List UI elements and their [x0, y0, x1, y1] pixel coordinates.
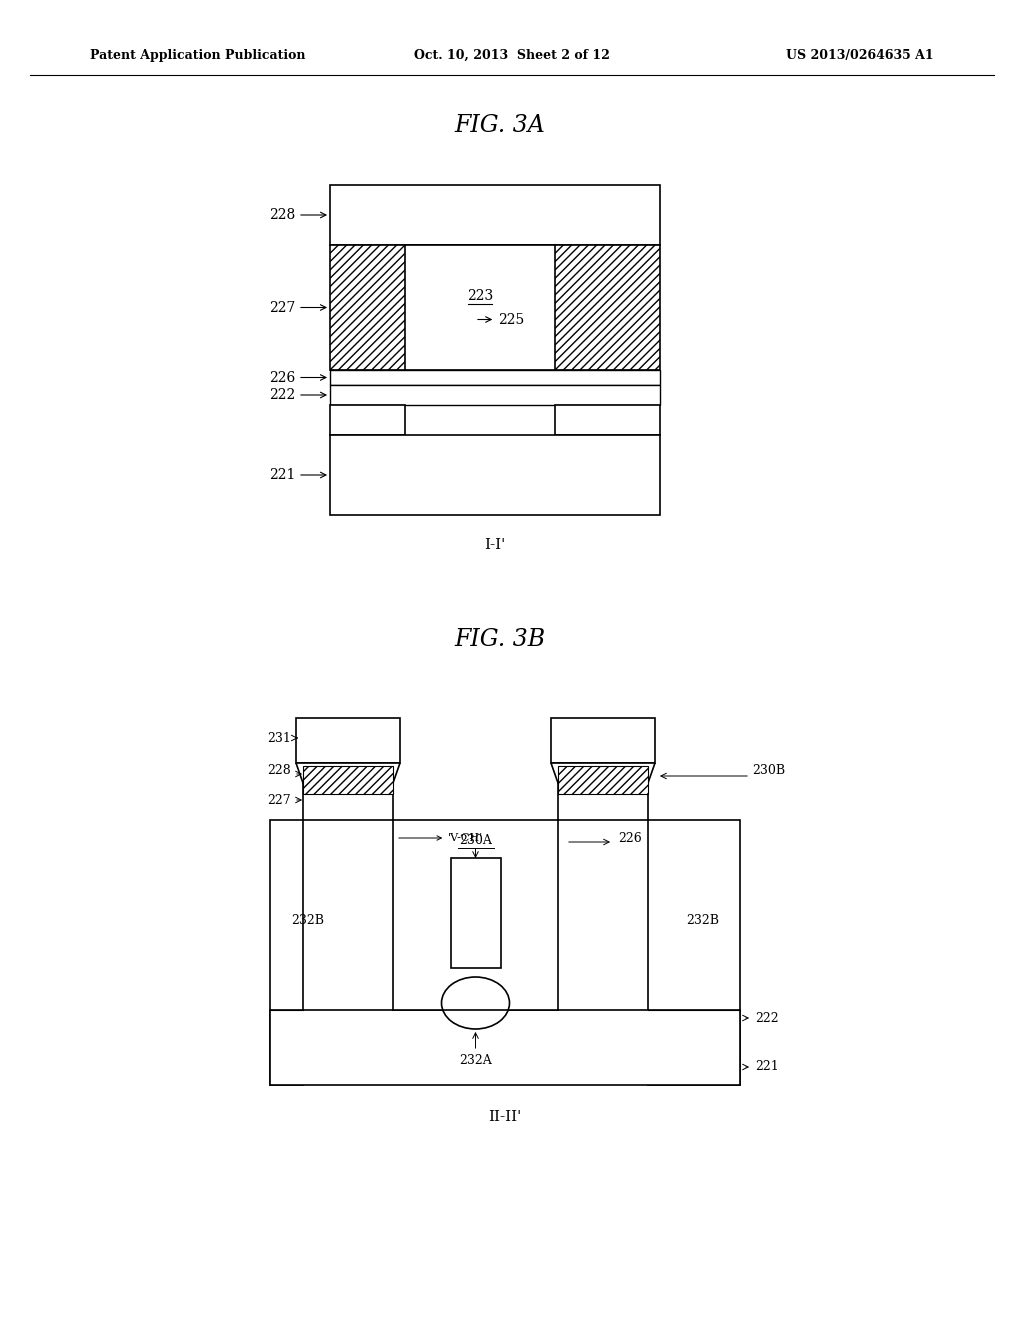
- Text: 226: 226: [268, 371, 295, 384]
- Text: 231: 231: [267, 731, 291, 744]
- Text: FIG. 3B: FIG. 3B: [455, 628, 546, 652]
- Bar: [330, 370, 660, 385]
- Bar: [558, 766, 648, 795]
- Text: 232B: 232B: [292, 913, 325, 927]
- Text: Patent Application Publication: Patent Application Publication: [90, 49, 305, 62]
- Text: 221: 221: [268, 469, 295, 482]
- Text: 227: 227: [267, 793, 291, 807]
- Text: 221: 221: [755, 1060, 778, 1073]
- Bar: [451, 858, 501, 968]
- Text: 222: 222: [755, 1011, 778, 1024]
- Text: Oct. 10, 2013  Sheet 2 of 12: Oct. 10, 2013 Sheet 2 of 12: [414, 49, 610, 62]
- Text: 227: 227: [268, 301, 295, 314]
- Bar: [330, 405, 406, 436]
- Bar: [555, 405, 660, 436]
- Bar: [270, 1010, 740, 1085]
- Polygon shape: [296, 763, 400, 783]
- Bar: [330, 185, 660, 246]
- Bar: [551, 718, 655, 763]
- Text: 232B: 232B: [686, 913, 720, 927]
- Bar: [558, 763, 648, 820]
- Text: 228: 228: [268, 209, 295, 222]
- Text: 230A: 230A: [459, 833, 492, 846]
- Text: 225: 225: [478, 313, 524, 326]
- Text: II-II': II-II': [488, 1110, 521, 1125]
- Text: 228: 228: [267, 764, 291, 777]
- Bar: [330, 246, 660, 370]
- Ellipse shape: [441, 977, 510, 1030]
- Bar: [330, 385, 660, 405]
- Bar: [303, 763, 393, 820]
- Text: FIG. 3A: FIG. 3A: [455, 114, 546, 136]
- Text: 223: 223: [467, 289, 494, 302]
- Text: I-I': I-I': [484, 539, 506, 552]
- Text: 232A: 232A: [459, 1055, 492, 1068]
- Bar: [270, 820, 303, 1085]
- Bar: [330, 436, 660, 515]
- Text: 'V-CH': 'V-CH': [398, 833, 483, 843]
- Bar: [303, 766, 393, 795]
- Polygon shape: [551, 763, 655, 783]
- Bar: [393, 820, 558, 1010]
- Bar: [296, 718, 400, 763]
- Text: 226: 226: [618, 832, 642, 845]
- Text: 222: 222: [268, 388, 295, 403]
- Bar: [406, 246, 555, 370]
- Text: US 2013/0264635 A1: US 2013/0264635 A1: [786, 49, 934, 62]
- Text: 230B: 230B: [752, 764, 785, 777]
- Bar: [648, 820, 740, 1085]
